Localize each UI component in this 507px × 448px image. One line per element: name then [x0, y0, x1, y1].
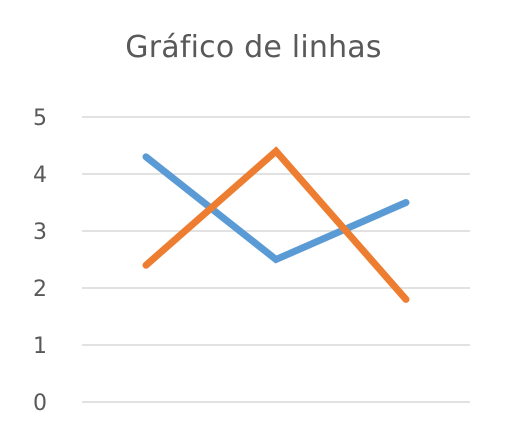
y-tick-label-4: 4 — [33, 163, 47, 188]
y-tick-label-1: 1 — [33, 334, 47, 359]
y-axis-tick-labels: 0 1 2 3 4 5 — [33, 106, 47, 416]
chart-title: Gráfico de linhas — [125, 30, 382, 65]
y-tick-label-2: 2 — [33, 277, 47, 302]
gridlines — [82, 116, 470, 403]
series-line-1 — [142, 153, 410, 264]
y-tick-label-0: 0 — [33, 391, 47, 416]
y-tick-label-3: 3 — [33, 220, 47, 245]
series-line-2 — [142, 146, 410, 303]
series-lines — [142, 146, 410, 303]
y-tick-label-5: 5 — [33, 106, 47, 131]
